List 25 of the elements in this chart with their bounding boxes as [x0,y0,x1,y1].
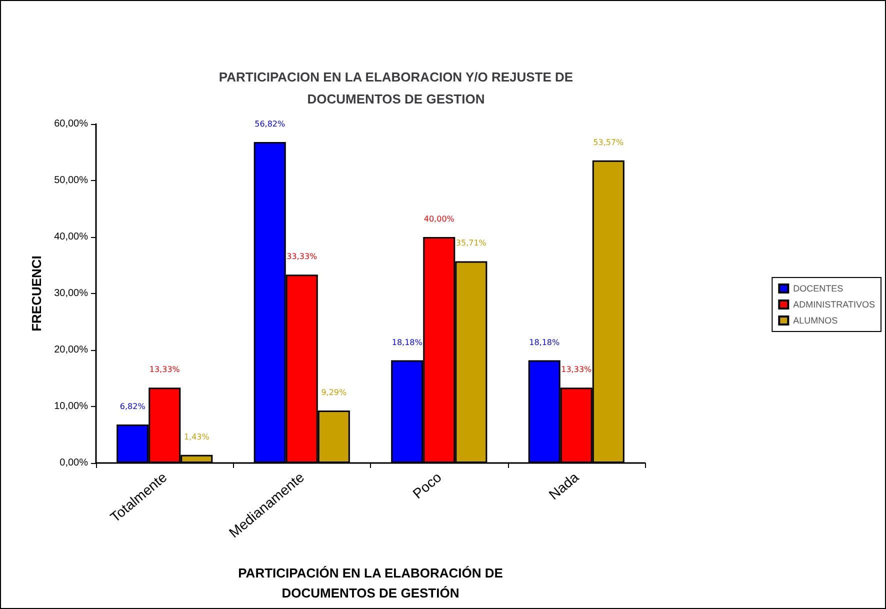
data-label: 18,18% [392,338,423,347]
y-tick-label: 20,00% [54,344,88,356]
data-label: 33,33% [286,252,318,262]
legend-label: ADMINISTRATIVOS [793,300,876,310]
x-axis-title: PARTICIPACIÓN EN LA ELABORACIÓN DE DOCUMENTOS DE GESTIÓN [238,566,504,600]
y-tick-label: 40,00% [54,232,88,242]
legend-label: ALUMNOS [793,316,838,326]
data-label: 1,43% [184,432,210,442]
chart-title: PARTICIPACION EN LA ELABORACION Y/O REJUSTE DE DOCUMENTOS DE GESTION [218,70,574,106]
data-label: 13,33% [561,365,592,374]
data-label: 9,29% [321,388,347,398]
data-label: 53,57% [593,138,624,147]
y-axis-title: FRECUENCI [29,256,44,332]
y-tick-label: 60,00% [54,118,88,130]
data-label: 18,18% [529,338,560,347]
data-label: 13,33% [149,365,180,374]
data-label: 35,71% [456,238,487,248]
y-tick-label: 30,00% [54,288,88,299]
data-label: 56,82% [254,119,286,128]
y-tick-label: 10,00% [54,401,88,412]
data-label: 6,82% [120,402,146,411]
y-tick-label: 50,00% [54,175,88,186]
y-tick-label: 0,00% [60,458,88,468]
legend-label: DOCENTES [793,284,844,294]
data-label: 40,00% [424,214,455,224]
